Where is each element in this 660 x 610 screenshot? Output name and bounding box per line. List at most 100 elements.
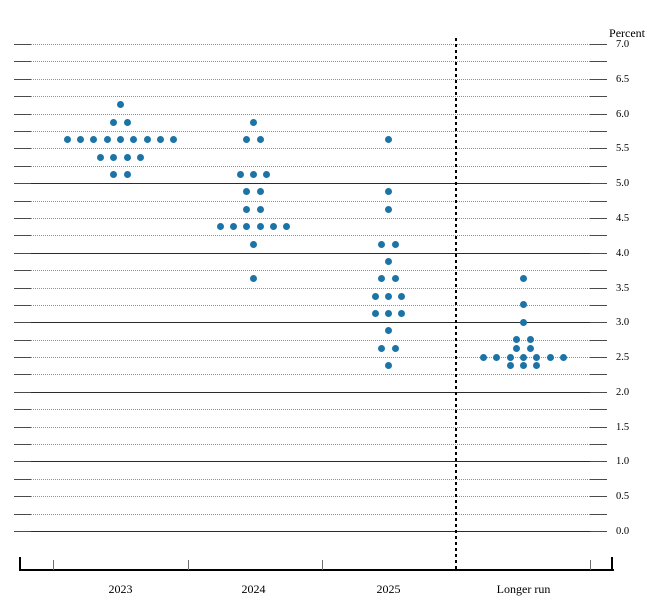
gridline-edge-dash bbox=[590, 531, 607, 532]
gridline-dotted bbox=[31, 131, 590, 132]
gridline-edge-dash bbox=[14, 166, 31, 167]
gridline-edge-dash bbox=[14, 201, 31, 202]
projection-dot bbox=[243, 136, 251, 144]
gridline-solid bbox=[14, 461, 607, 462]
gridline-edge-dash bbox=[14, 96, 31, 97]
axis-end-cap bbox=[19, 557, 21, 570]
axis-section-tick bbox=[322, 560, 323, 570]
projection-dot bbox=[250, 275, 257, 283]
y-tick-label: 5.5 bbox=[616, 143, 630, 155]
projection-dot bbox=[216, 223, 224, 231]
gridline-dotted bbox=[31, 340, 590, 341]
gridline-edge-dash bbox=[14, 183, 31, 184]
gridline-edge-dash bbox=[590, 235, 607, 236]
gridline-edge-dash bbox=[590, 479, 607, 480]
gridline-dotted bbox=[31, 305, 590, 306]
gridline-solid bbox=[14, 253, 607, 254]
gridline-edge-dash bbox=[590, 270, 607, 271]
gridline-edge-dash bbox=[590, 61, 607, 62]
projection-dot bbox=[378, 344, 386, 352]
gridline-edge-dash bbox=[590, 496, 607, 497]
gridline-dotted bbox=[31, 496, 590, 497]
y-tick-label: 0.5 bbox=[616, 491, 630, 503]
gridline-edge-dash bbox=[590, 288, 607, 289]
projection-dot bbox=[243, 188, 251, 196]
projection-dot bbox=[385, 188, 392, 196]
projection-dot bbox=[506, 362, 514, 370]
gridline-edge-dash bbox=[14, 340, 31, 341]
gridline-dotted bbox=[31, 288, 590, 289]
gridline-edge-dash bbox=[14, 253, 31, 254]
projection-dot bbox=[493, 353, 501, 361]
projection-dot bbox=[533, 362, 541, 370]
gridline-solid bbox=[14, 531, 607, 532]
gridline-solid bbox=[14, 322, 607, 323]
projection-dot bbox=[520, 318, 527, 326]
projection-dot bbox=[385, 257, 392, 265]
x-axis-line bbox=[19, 569, 614, 571]
gridline-edge-dash bbox=[14, 61, 31, 62]
projection-dot bbox=[371, 292, 379, 300]
projection-dot bbox=[230, 223, 238, 231]
projection-dot bbox=[110, 118, 118, 126]
projection-dot bbox=[385, 327, 392, 335]
gridline-dotted bbox=[31, 479, 590, 480]
gridline-solid bbox=[14, 183, 607, 184]
gridline-edge-dash bbox=[14, 409, 31, 410]
gridline-solid bbox=[14, 392, 607, 393]
projection-dot bbox=[110, 170, 118, 178]
y-tick-label: 2.5 bbox=[616, 352, 630, 364]
projection-dot bbox=[236, 170, 244, 178]
y-tick-label: 1.0 bbox=[616, 456, 630, 468]
gridline-edge-dash bbox=[590, 114, 607, 115]
projection-dot bbox=[256, 205, 264, 213]
projection-dot bbox=[385, 362, 392, 370]
projection-dot bbox=[123, 118, 131, 126]
gridline-edge-dash bbox=[590, 166, 607, 167]
gridline-edge-dash bbox=[14, 270, 31, 271]
axis-section-tick bbox=[188, 560, 189, 570]
projection-dot bbox=[243, 205, 251, 213]
gridline-edge-dash bbox=[590, 79, 607, 80]
projection-dot bbox=[378, 275, 386, 283]
y-tick-label: 0.0 bbox=[616, 526, 630, 537]
x-category-label: Longer run bbox=[496, 582, 551, 596]
gridline-edge-dash bbox=[590, 322, 607, 323]
x-category-label: 2023 bbox=[108, 582, 133, 596]
gridline-edge-dash bbox=[590, 409, 607, 410]
projection-dot bbox=[263, 170, 271, 178]
gridline-edge-dash bbox=[590, 148, 607, 149]
projection-dot bbox=[385, 136, 392, 144]
gridline-dotted bbox=[31, 61, 590, 62]
y-tick-label: 3.0 bbox=[616, 317, 630, 329]
projection-dot bbox=[520, 275, 527, 283]
gridline-dotted bbox=[31, 114, 590, 115]
gridline-edge-dash bbox=[14, 444, 31, 445]
gridline-dotted bbox=[31, 427, 590, 428]
gridline-edge-dash bbox=[590, 340, 607, 341]
gridline-edge-dash bbox=[590, 44, 607, 45]
gridline-edge-dash bbox=[14, 461, 31, 462]
gridline-dotted bbox=[31, 444, 590, 445]
projection-dot bbox=[103, 136, 111, 144]
projection-dot bbox=[256, 188, 264, 196]
projection-dot bbox=[283, 223, 291, 231]
projection-dot bbox=[130, 136, 138, 144]
gridline-edge-dash bbox=[590, 444, 607, 445]
gridline-dotted bbox=[31, 96, 590, 97]
projection-dot bbox=[90, 136, 98, 144]
gridline-edge-dash bbox=[14, 218, 31, 219]
gridline-edge-dash bbox=[590, 183, 607, 184]
projection-dot bbox=[97, 153, 105, 161]
gridline-edge-dash bbox=[14, 44, 31, 45]
gridline-dotted bbox=[31, 148, 590, 149]
y-tick-label: 6.0 bbox=[616, 108, 630, 120]
projection-dot bbox=[506, 353, 514, 361]
projection-dot bbox=[156, 136, 164, 144]
gridline-edge-dash bbox=[14, 496, 31, 497]
projection-dot bbox=[117, 136, 124, 144]
gridline-edge-dash bbox=[590, 357, 607, 358]
projection-dot bbox=[513, 344, 521, 352]
gridline-edge-dash bbox=[14, 357, 31, 358]
